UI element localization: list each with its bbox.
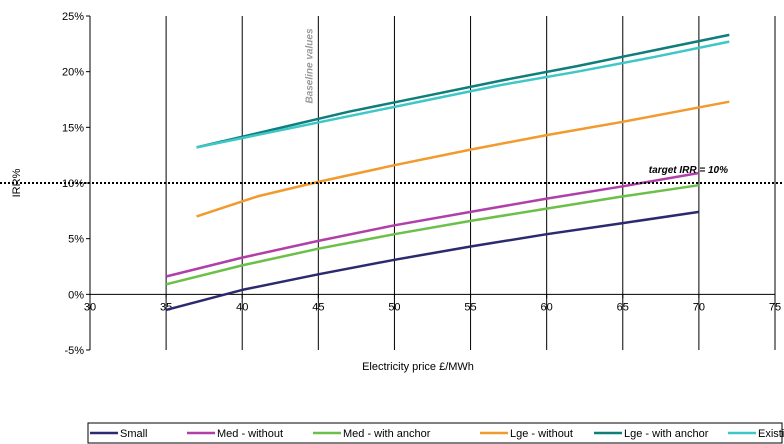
y-tick-label: -5% [64,345,84,357]
series-line-existing-stock [196,40,730,149]
series-line-lge-without [196,100,730,218]
x-tick-label: 35 [160,301,172,313]
target-irr-label: target IRR = 10% [649,165,728,176]
legend-label: Lge - with anchor [624,428,709,440]
series-line-med-with-anchor [165,183,700,286]
legend-label: Small [120,428,148,440]
series-lines [165,33,730,312]
legend-label: Existing stock [758,428,784,440]
x-tick-label: 50 [388,301,400,313]
x-tick-label: 75 [769,301,781,313]
x-tick-label: 45 [312,301,324,313]
series-line-med-without [165,171,700,278]
x-tick-label: 55 [464,301,476,313]
legend-label: Med - with anchor [343,428,431,440]
x-tick-label: 70 [693,301,705,313]
legend-label: Lge - without [510,428,573,440]
legend-items: Small Med - without Med - with anchor Lge -… [90,428,784,440]
y-axis-title: IRR% [11,168,23,197]
series-line-lge-with-anchor [196,33,730,149]
x-tick-label: 65 [617,301,629,313]
y-tick-label: 0% [68,289,84,301]
legend [87,422,783,444]
baseline-values-label: Baseline values [304,28,315,103]
y-tick-label: 5% [68,234,84,246]
y-tick-label: 15% [62,122,84,134]
legend-label: Med - without [217,428,283,440]
y-tick-label: 20% [62,67,84,79]
y-tick-label: 25% [62,11,84,23]
x-axis-title: Electricity price £/MWh [362,361,474,373]
series-line-small [165,210,700,312]
x-tick-label: 40 [236,301,248,313]
x-tick-label: 60 [541,301,553,313]
